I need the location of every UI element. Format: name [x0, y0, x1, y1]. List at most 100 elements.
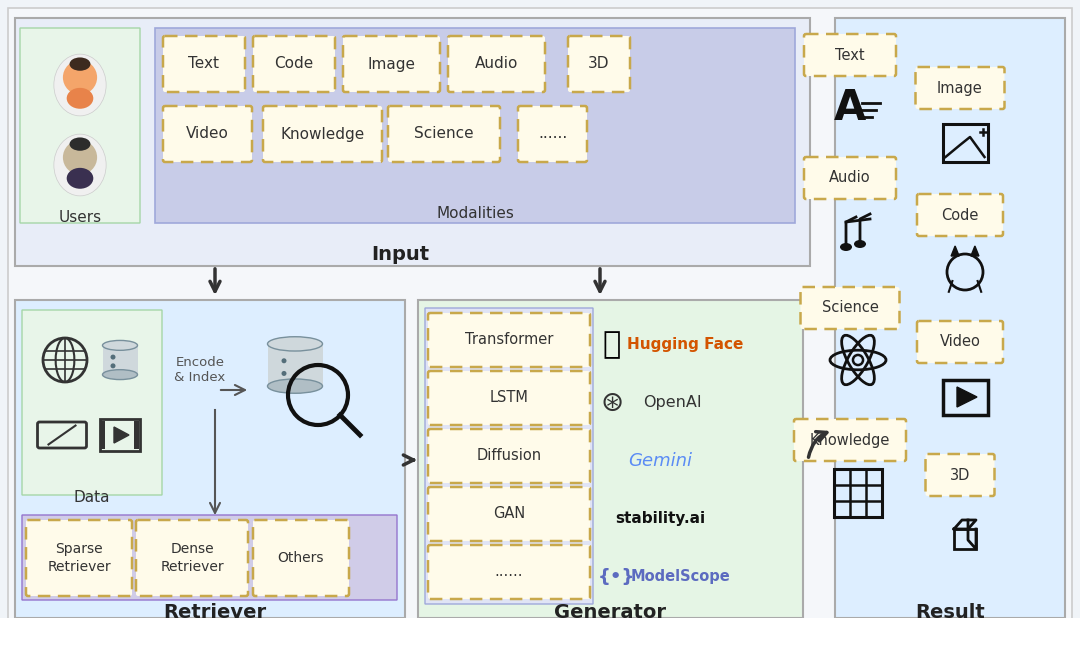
Bar — [100, 419, 140, 451]
Polygon shape — [957, 387, 977, 407]
Ellipse shape — [103, 340, 137, 350]
Text: Code: Code — [274, 56, 313, 72]
Ellipse shape — [54, 54, 106, 116]
Text: Science: Science — [822, 300, 878, 316]
FancyBboxPatch shape — [518, 106, 588, 162]
FancyBboxPatch shape — [428, 371, 590, 425]
FancyBboxPatch shape — [163, 36, 245, 92]
Text: OpenAI: OpenAI — [643, 396, 701, 411]
Text: Image: Image — [937, 81, 983, 96]
Ellipse shape — [67, 168, 93, 189]
Text: Diffusion: Diffusion — [476, 449, 541, 464]
Text: LSTM: LSTM — [489, 390, 528, 405]
FancyBboxPatch shape — [264, 106, 382, 162]
FancyBboxPatch shape — [804, 157, 896, 199]
Text: Others: Others — [278, 551, 324, 565]
Circle shape — [282, 358, 286, 363]
Ellipse shape — [103, 370, 137, 380]
Text: 🤗: 🤗 — [603, 331, 621, 359]
Ellipse shape — [840, 243, 852, 251]
Text: Audio: Audio — [829, 171, 870, 186]
Text: Knowledge: Knowledge — [810, 432, 890, 447]
FancyBboxPatch shape — [448, 36, 545, 92]
Text: Video: Video — [186, 127, 229, 142]
Circle shape — [110, 363, 116, 369]
Ellipse shape — [268, 337, 323, 351]
Text: Generator: Generator — [554, 604, 666, 623]
Circle shape — [63, 60, 97, 94]
Text: 3D: 3D — [589, 56, 610, 72]
FancyBboxPatch shape — [15, 18, 810, 266]
Bar — [100, 421, 105, 449]
FancyBboxPatch shape — [343, 36, 440, 92]
Bar — [268, 344, 323, 386]
Polygon shape — [971, 246, 978, 256]
Text: Image: Image — [367, 56, 416, 72]
Text: ModelScope: ModelScope — [630, 569, 730, 584]
Text: Modalities: Modalities — [436, 205, 514, 220]
FancyBboxPatch shape — [917, 194, 1003, 236]
Text: Video: Video — [940, 335, 981, 350]
Bar — [134, 421, 139, 449]
Ellipse shape — [69, 138, 91, 151]
FancyBboxPatch shape — [8, 8, 1072, 648]
Ellipse shape — [268, 379, 323, 394]
FancyBboxPatch shape — [426, 308, 593, 604]
FancyBboxPatch shape — [568, 36, 630, 92]
Bar — [943, 380, 987, 415]
FancyBboxPatch shape — [428, 429, 590, 483]
Text: Text: Text — [835, 47, 865, 62]
FancyBboxPatch shape — [428, 487, 590, 541]
Text: ......: ...... — [495, 565, 523, 579]
FancyBboxPatch shape — [22, 515, 397, 600]
Text: Retriever: Retriever — [163, 604, 267, 623]
FancyBboxPatch shape — [794, 419, 906, 461]
Ellipse shape — [54, 134, 106, 196]
FancyBboxPatch shape — [388, 106, 500, 162]
Text: Hugging Face: Hugging Face — [626, 337, 743, 352]
Ellipse shape — [69, 58, 91, 71]
FancyBboxPatch shape — [804, 34, 896, 76]
Text: Input: Input — [370, 245, 429, 264]
Text: Knowledge: Knowledge — [281, 127, 365, 142]
FancyBboxPatch shape — [917, 321, 1003, 363]
Polygon shape — [951, 246, 959, 256]
FancyBboxPatch shape — [22, 310, 162, 495]
FancyBboxPatch shape — [800, 287, 900, 329]
Text: Transformer: Transformer — [464, 333, 553, 348]
Ellipse shape — [854, 240, 866, 248]
Circle shape — [63, 140, 97, 174]
FancyBboxPatch shape — [15, 300, 405, 618]
Bar — [103, 345, 137, 375]
Text: stability.ai: stability.ai — [615, 512, 705, 527]
Text: Data: Data — [73, 489, 110, 504]
FancyBboxPatch shape — [26, 520, 132, 596]
FancyBboxPatch shape — [428, 313, 590, 367]
Text: Gemini: Gemini — [627, 452, 692, 470]
FancyBboxPatch shape — [428, 545, 590, 599]
Bar — [834, 469, 882, 517]
Text: ......: ...... — [538, 127, 567, 142]
FancyBboxPatch shape — [916, 67, 1004, 109]
Text: GAN: GAN — [492, 506, 525, 522]
FancyBboxPatch shape — [418, 300, 804, 618]
FancyBboxPatch shape — [253, 36, 335, 92]
Circle shape — [282, 371, 286, 376]
FancyBboxPatch shape — [21, 28, 140, 223]
Bar — [0, 618, 1080, 656]
Text: Code: Code — [942, 207, 978, 222]
FancyBboxPatch shape — [156, 28, 795, 223]
Text: Dense
Retriever: Dense Retriever — [160, 543, 224, 573]
Text: Users: Users — [58, 211, 102, 226]
Text: Audio: Audio — [475, 56, 518, 72]
FancyBboxPatch shape — [163, 106, 252, 162]
Text: A: A — [834, 87, 866, 129]
Ellipse shape — [67, 88, 93, 109]
FancyBboxPatch shape — [835, 18, 1065, 618]
FancyBboxPatch shape — [136, 520, 248, 596]
Bar — [943, 124, 987, 162]
Text: Science: Science — [415, 127, 474, 142]
Text: {•}: {•} — [597, 568, 635, 586]
Polygon shape — [114, 427, 129, 443]
Text: Result: Result — [915, 604, 985, 623]
